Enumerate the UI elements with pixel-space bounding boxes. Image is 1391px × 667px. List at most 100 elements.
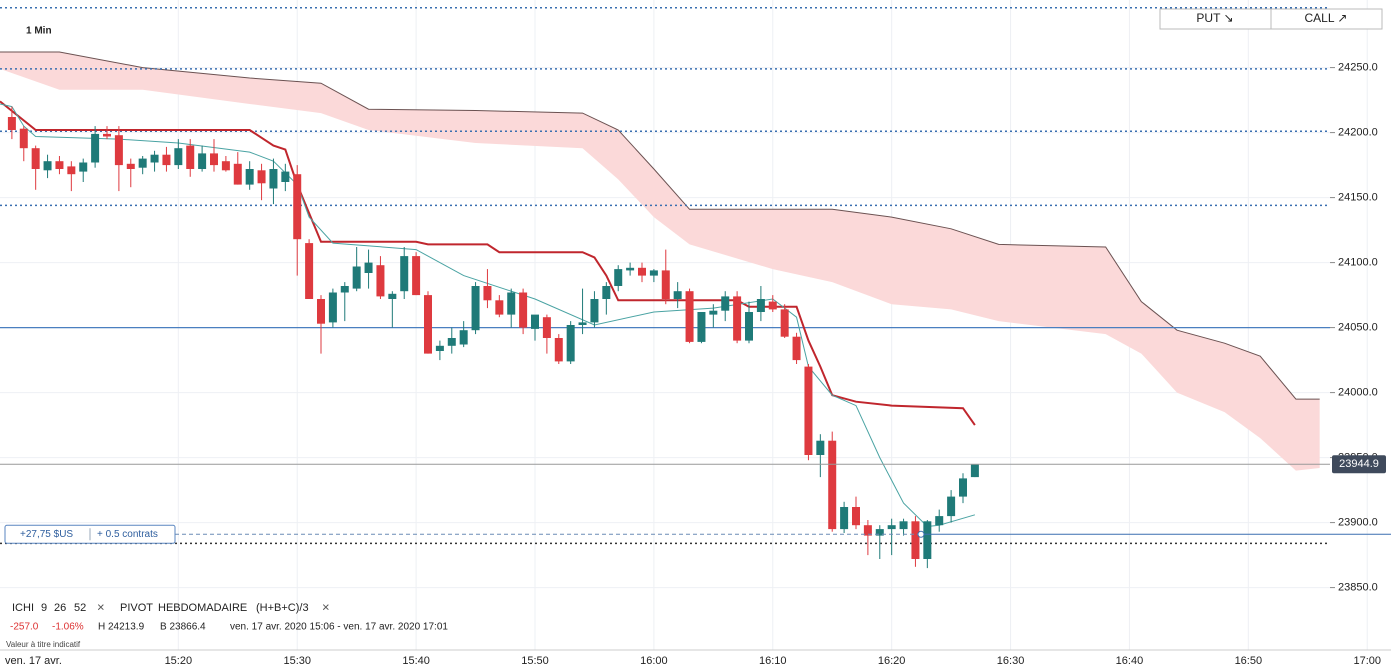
change-pct: -1.06% xyxy=(52,622,84,633)
candle-body xyxy=(400,256,409,292)
candle-body xyxy=(388,293,397,299)
candle-body xyxy=(804,366,813,455)
overlay: 1 Min PUT ↘ CALL ↗ ICHI 9 26 52 × PIVOT … xyxy=(4,8,1386,667)
candle-body xyxy=(257,170,266,184)
pivot-name: PIVOT xyxy=(120,602,153,614)
pivot-kind: HEBDOMADAIRE xyxy=(158,602,247,614)
candle-body xyxy=(483,286,492,301)
candle-body xyxy=(768,301,777,310)
candle-body xyxy=(43,161,52,171)
candle-body xyxy=(578,322,587,325)
y-tick-label: 24100.0 xyxy=(1338,257,1378,269)
candle-body xyxy=(649,270,658,276)
candle-body xyxy=(138,158,147,168)
x-tick-label: 16:50 xyxy=(1235,655,1263,667)
candle-body xyxy=(210,153,218,166)
position-pnl: +27,75 $US xyxy=(20,529,73,540)
candle-body xyxy=(198,153,207,169)
candle-body xyxy=(507,292,516,315)
y-tick-label: 24200.0 xyxy=(1338,127,1378,139)
candle-body xyxy=(566,325,575,362)
candle-body xyxy=(447,338,456,346)
candle-body xyxy=(293,174,302,240)
candle-body xyxy=(780,309,789,337)
candle-body xyxy=(935,516,944,526)
y-tick-label: 23850.0 xyxy=(1338,582,1378,594)
candle-body xyxy=(531,314,539,329)
ichi-close[interactable]: × xyxy=(97,599,105,614)
x-tick-label: 16:00 xyxy=(640,655,668,667)
candle-body xyxy=(828,440,837,530)
last-price-tag xyxy=(1332,455,1386,474)
candle-body xyxy=(852,507,860,526)
plot xyxy=(0,7,1391,569)
x-tick-label: 17:00 xyxy=(1353,655,1381,667)
candle-body xyxy=(174,148,183,166)
candle-body xyxy=(233,163,242,185)
candle-body xyxy=(281,171,290,182)
ichi-name: ICHI xyxy=(12,602,34,614)
candle-body xyxy=(661,270,670,299)
candle-body xyxy=(7,117,16,130)
candle-body xyxy=(816,440,825,455)
date-label: ven. 17 avr. xyxy=(5,655,62,667)
candle-body xyxy=(352,266,361,289)
x-tick-label: 15:50 xyxy=(521,655,549,667)
candle-body xyxy=(554,338,563,362)
candle-body xyxy=(150,154,159,163)
candle-body xyxy=(221,161,230,171)
candle-body xyxy=(31,148,40,169)
put-button[interactable]: PUT ↘ xyxy=(1196,11,1233,25)
session-high: H 24213.9 xyxy=(98,622,145,633)
pivot-close[interactable]: × xyxy=(322,599,330,614)
candle-body xyxy=(459,330,468,345)
y-tick-label: 23900.0 xyxy=(1338,517,1378,529)
session-range: ven. 17 avr. 2020 15:06 - ven. 17 avr. 2… xyxy=(230,622,448,633)
x-tick-label: 16:20 xyxy=(878,655,906,667)
y-tick-label: 24150.0 xyxy=(1338,192,1378,204)
candle-body xyxy=(328,292,337,323)
cloud-edge xyxy=(0,51,1320,400)
candle-body xyxy=(911,521,920,559)
ichi-param: 26 xyxy=(54,602,66,614)
candle-body xyxy=(495,300,504,315)
candle-body xyxy=(590,299,599,323)
session-low: B 23866.4 xyxy=(160,622,206,633)
candle-body xyxy=(709,310,718,315)
x-tick-label: 16:30 xyxy=(997,655,1025,667)
timeframe: 1 Min xyxy=(26,26,52,37)
candle-body xyxy=(269,169,278,189)
x-tick-label: 16:10 xyxy=(759,655,787,667)
candle-body xyxy=(840,507,849,530)
candle-body xyxy=(970,464,979,478)
candle-body xyxy=(756,299,765,312)
candle-body xyxy=(364,262,373,273)
candle-body xyxy=(317,299,325,324)
cloud xyxy=(0,52,1320,471)
candle-body xyxy=(340,286,349,293)
call-button[interactable]: CALL ↗ xyxy=(1305,11,1348,25)
pivot-formula: (H+B+C)/3 xyxy=(256,602,309,614)
ichi-param: 52 xyxy=(74,602,86,614)
x-tick-label: 15:20 xyxy=(165,655,193,667)
candle-body xyxy=(602,286,611,299)
candle-body xyxy=(79,162,88,172)
candle-body xyxy=(114,135,123,166)
y-tick-label: 24250.0 xyxy=(1338,62,1378,74)
candle-body xyxy=(792,336,801,361)
candle-body xyxy=(126,163,135,169)
candle-body xyxy=(638,267,646,276)
indicator-line xyxy=(0,103,976,528)
candle-body xyxy=(899,521,908,530)
candle-body xyxy=(626,267,635,271)
position-marker xyxy=(917,530,925,538)
candle-body xyxy=(162,154,171,166)
candle-body xyxy=(19,128,28,149)
candle-body xyxy=(947,496,956,517)
candle-body xyxy=(959,478,967,497)
candle-body xyxy=(685,291,694,342)
note: Valeur à titre indicatif xyxy=(6,640,81,649)
candle-body xyxy=(721,296,730,311)
x-tick-label: 16:40 xyxy=(1116,655,1144,667)
y-tick-label: 24050.0 xyxy=(1338,322,1378,334)
